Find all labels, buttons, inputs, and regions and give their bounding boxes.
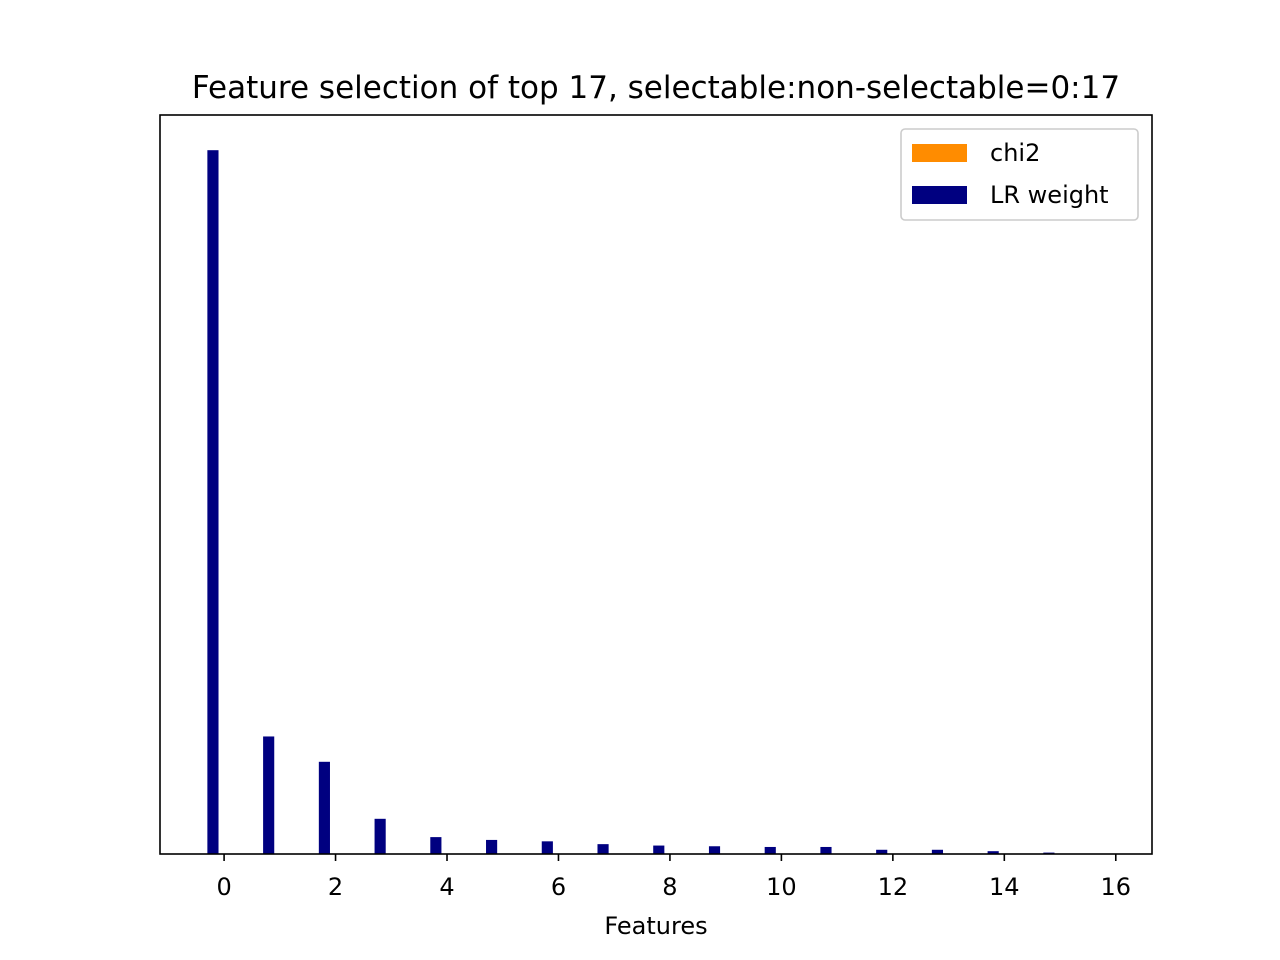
bar-lr-weight-2 [318,761,330,854]
x-tick-label-4: 4 [439,873,454,901]
bar-lr-weight-0 [207,150,219,854]
x-axis-ticks: 0 2 4 6 8 10 12 14 16 [216,854,1131,901]
bar-lr-weight-12 [876,849,888,854]
plot-frame [159,114,1153,855]
chart-title: Feature selection of top 17, selectable:… [192,70,1120,106]
x-tick-label-12: 12 [878,873,909,901]
legend-swatch-lr-weight [912,186,967,204]
bar-lr-weight-6 [541,841,553,854]
bar-lr-weight-1 [263,736,275,854]
bar-lr-weight-8 [653,845,665,854]
x-tick-label-10: 10 [766,873,797,901]
x-tick-label-6: 6 [551,873,566,901]
bar-lr-weight-3 [374,818,386,854]
legend: chi2 LR weight [900,128,1139,221]
legend-label-lr-weight: LR weight [990,181,1109,209]
x-tick-label-0: 0 [216,873,231,901]
x-tick-label-2: 2 [328,873,343,901]
bar-lr-weight-13 [931,849,944,854]
bar-lr-weight-10 [764,846,776,854]
x-tick-label-14: 14 [989,873,1020,901]
x-tick-label-8: 8 [662,873,677,901]
x-tick-label-16: 16 [1101,873,1132,901]
x-axis-label: Features [604,912,707,940]
bar-lr-weight-9 [708,846,721,854]
legend-swatch-chi2 [912,144,967,162]
legend-label-chi2: chi2 [990,139,1040,167]
bar-lr-weight-7 [597,844,609,854]
bar-lr-weight-11 [820,846,832,854]
bar-lr-weight-14 [987,851,999,854]
bar-lr-weight-5 [486,839,498,854]
bars-group [207,150,1055,854]
bar-lr-weight-4 [430,837,442,854]
